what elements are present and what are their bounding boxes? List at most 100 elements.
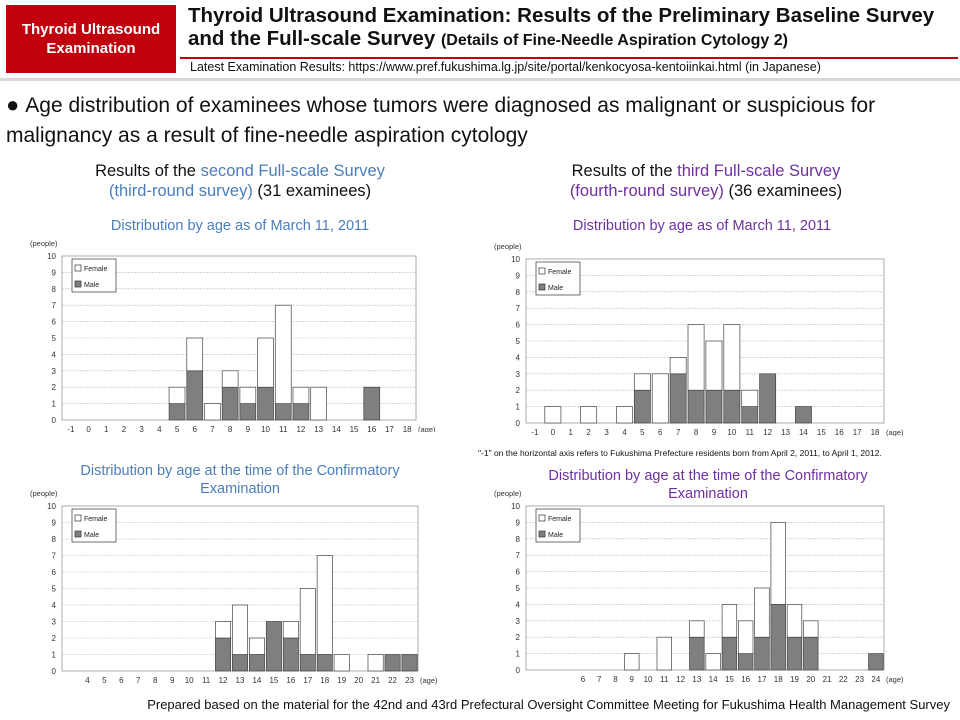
y-tick-label: 1 <box>52 651 57 660</box>
bar-female <box>803 620 819 638</box>
bar-male <box>384 654 401 672</box>
x-tick-label: 14 <box>709 675 718 684</box>
bar-female <box>316 555 333 655</box>
bar-female <box>580 406 598 424</box>
bar-female <box>754 587 770 638</box>
x-tick-label: 19 <box>337 676 346 685</box>
bar-male <box>282 637 299 672</box>
y-tick-label: 8 <box>516 288 521 297</box>
x-tick-label: 1 <box>569 428 574 436</box>
x-axis-label: (age) <box>418 425 436 432</box>
y-tick-label: 9 <box>516 518 521 527</box>
x-tick-label: 3 <box>604 428 609 436</box>
page-title-main: Thyroid Ultrasound Examination: Results … <box>188 4 935 50</box>
x-tick-label: 10 <box>727 428 736 436</box>
x-tick-label: 6 <box>581 675 586 684</box>
y-tick-label: 7 <box>52 301 57 310</box>
legend-swatch <box>538 283 546 291</box>
y-tick-label: 4 <box>516 600 521 609</box>
bar-male <box>687 389 705 424</box>
x-tick-label: 12 <box>296 425 305 432</box>
y-tick-label: 2 <box>516 633 521 642</box>
bar-male <box>401 654 418 672</box>
bar-male <box>795 406 812 424</box>
y-axis-label: (people) <box>494 242 522 251</box>
x-tick-label: 5 <box>102 676 107 685</box>
bar-female <box>232 604 248 655</box>
bar-female <box>186 337 204 372</box>
right-heading-survey: third Full-scale Survey <box>677 162 841 180</box>
bullet-dot-icon: ● <box>6 92 20 117</box>
latest-results-link: Latest Examination Results: https://www.… <box>190 60 821 74</box>
page-title-detail: (Details of Fine-Needle Aspiration Cytol… <box>440 32 788 49</box>
bar-male <box>292 403 310 421</box>
legend-label: Female <box>548 516 571 523</box>
bullet-text: Age distribution of examinees whose tumo… <box>6 94 876 147</box>
right-column-heading: Results of the third Full-scale Survey (… <box>506 161 906 201</box>
x-tick-label: 14 <box>252 676 261 685</box>
x-tick-label: 14 <box>799 428 808 436</box>
y-tick-label: 1 <box>516 403 521 412</box>
bar-male <box>232 654 248 672</box>
y-axis-label: (people) <box>30 239 58 248</box>
x-tick-label: 9 <box>712 428 717 436</box>
x-tick-label: 18 <box>320 676 329 685</box>
x-tick-label: 24 <box>871 675 880 684</box>
source-footer: Prepared based on the material for the 4… <box>147 697 950 712</box>
y-tick-label: 0 <box>52 667 57 676</box>
bar-female <box>274 304 292 404</box>
x-tick-label: -1 <box>531 428 539 436</box>
bar-male <box>754 636 770 671</box>
bar-female <box>292 386 310 404</box>
x-tick-label: 2 <box>122 425 127 432</box>
left-heading-survey: second Full-scale Survey <box>200 162 385 180</box>
bar-male <box>257 386 274 421</box>
x-axis-label: (age) <box>886 675 904 684</box>
chart-1-title: Distribution by age as of March 11, 2011 <box>110 218 370 234</box>
x-tick-label: 22 <box>839 675 848 684</box>
bar-female <box>705 340 723 391</box>
y-tick-label: 7 <box>516 551 521 560</box>
bar-male <box>248 654 265 672</box>
legend-swatch <box>538 514 546 522</box>
legend-swatch <box>538 267 546 275</box>
legend-swatch <box>74 264 82 272</box>
legend-label: Female <box>84 516 107 523</box>
bar-male <box>705 389 723 424</box>
x-tick-label: 11 <box>279 425 288 432</box>
y-tick-label: 10 <box>511 255 520 264</box>
x-tick-label: 14 <box>332 425 341 432</box>
bar-female <box>687 324 705 391</box>
y-tick-label: 4 <box>52 601 57 610</box>
y-tick-label: 3 <box>516 617 521 626</box>
bar-female <box>738 620 754 654</box>
legend-label: Female <box>548 269 571 276</box>
x-tick-label: 6 <box>658 428 663 436</box>
x-tick-label: 15 <box>725 675 734 684</box>
x-tick-label: 20 <box>354 676 363 685</box>
bar-female <box>367 654 384 672</box>
x-tick-label: 8 <box>228 425 233 432</box>
y-tick-label: 6 <box>516 568 521 577</box>
legend-swatch <box>74 280 82 288</box>
bar-male <box>186 370 204 421</box>
right-heading-prefix: Results of the <box>571 162 678 180</box>
left-heading-examinees: (31 examinees) <box>252 182 372 200</box>
y-tick-label: 2 <box>52 634 57 643</box>
legend-label: Female <box>84 266 107 273</box>
bar-female <box>248 637 265 655</box>
bar-male <box>316 654 333 672</box>
x-tick-label: -1 <box>67 425 75 432</box>
x-tick-label: 8 <box>613 675 618 684</box>
x-tick-label: 16 <box>835 428 844 436</box>
bar-male <box>741 406 759 424</box>
bar-male <box>265 621 282 672</box>
x-tick-label: 11 <box>660 675 669 684</box>
x-tick-label: 11 <box>202 676 211 685</box>
right-heading-round: (fourth-round survey) <box>569 182 724 200</box>
y-tick-label: 1 <box>516 650 521 659</box>
x-tick-label: 21 <box>371 676 380 685</box>
bar-female <box>656 636 672 671</box>
